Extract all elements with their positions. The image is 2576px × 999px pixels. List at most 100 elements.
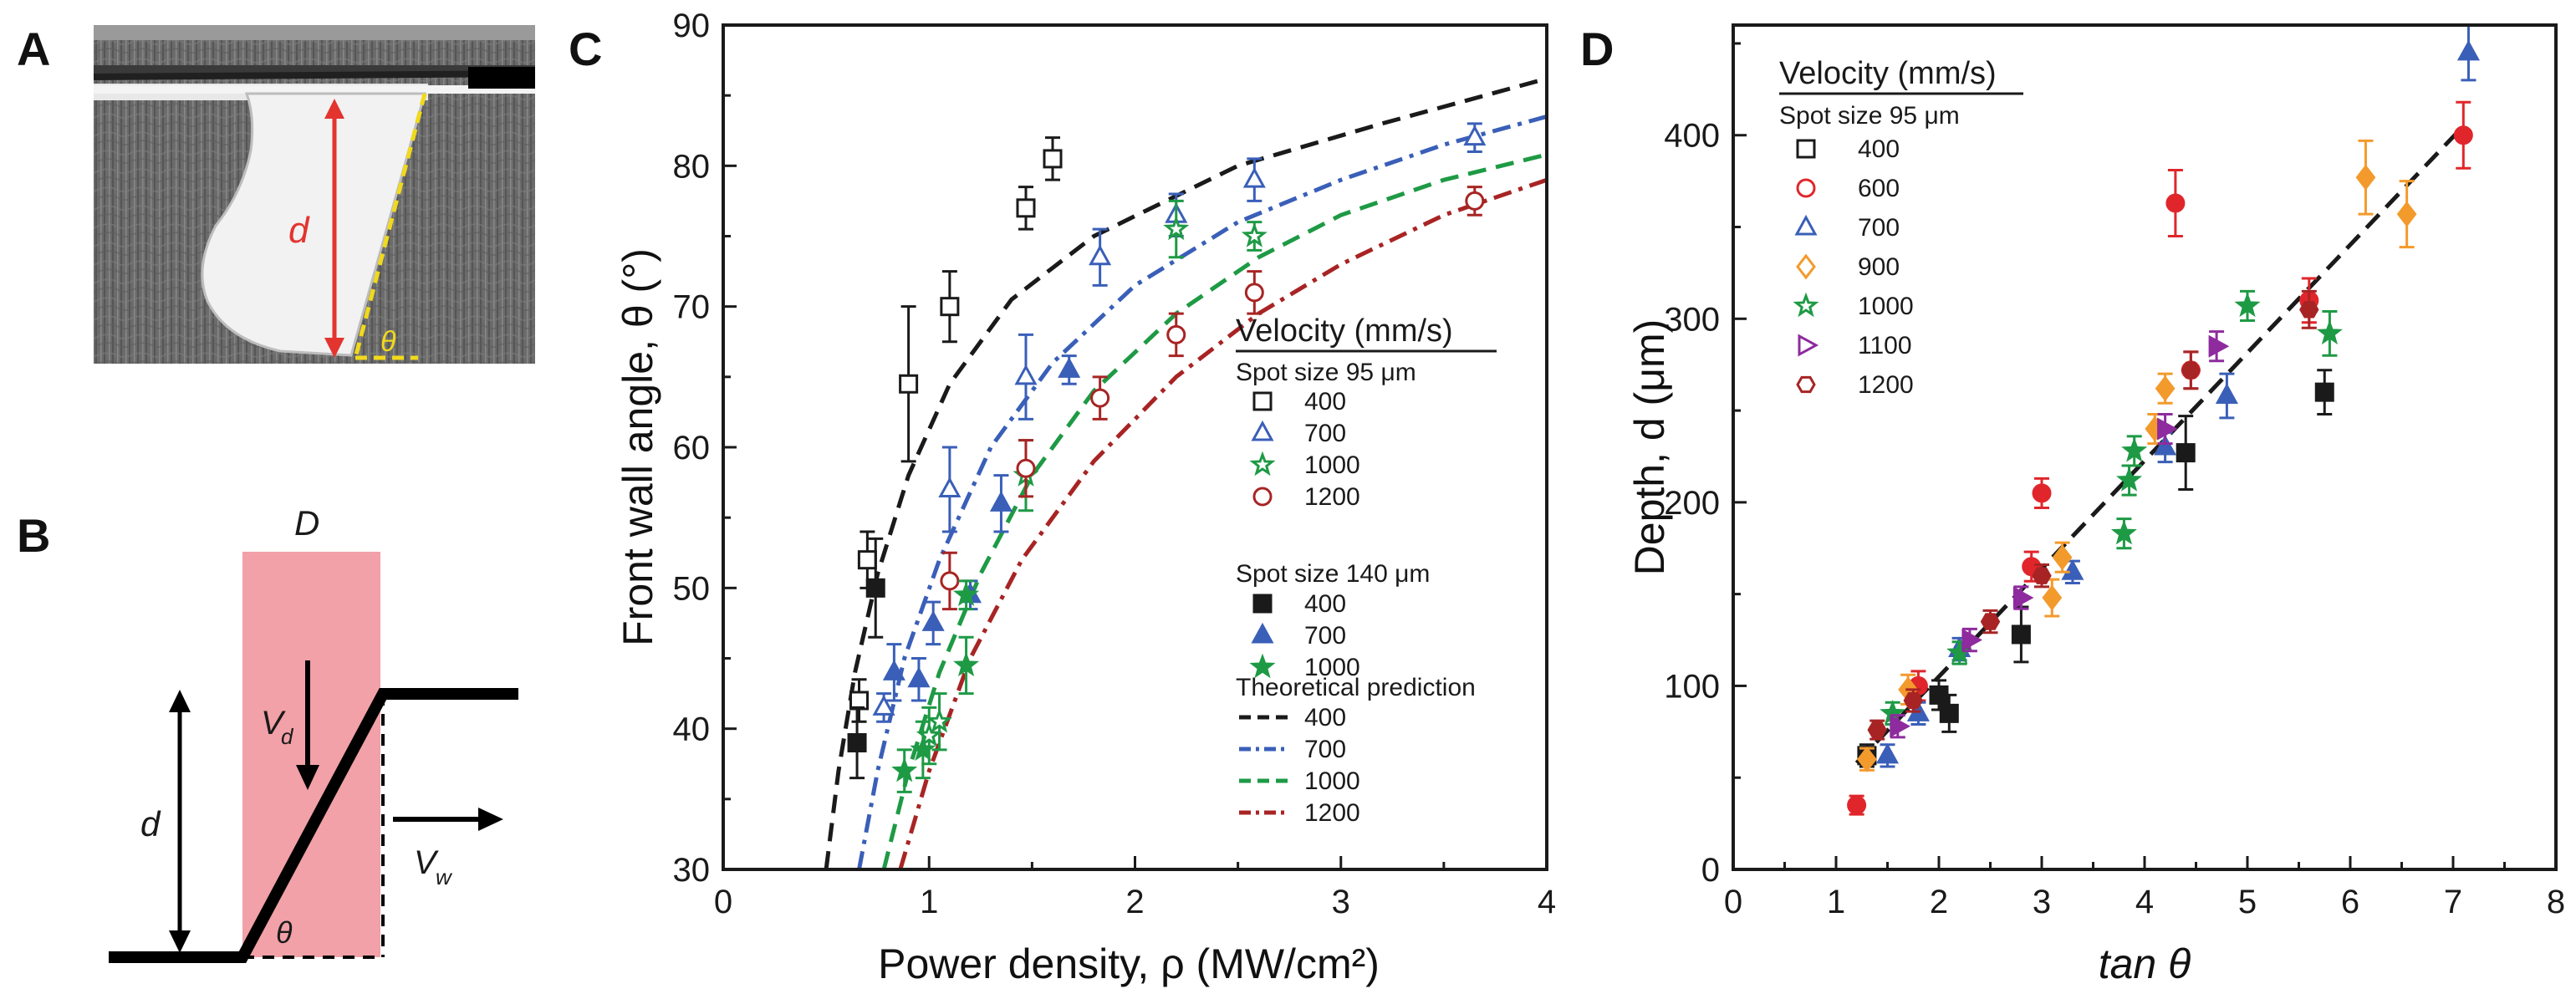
- panel-d-ytick-label: 100: [1664, 668, 1720, 705]
- panel-d-legend: Velocity (mm/s) Spot size 95 μm 400 600 70…: [1779, 56, 2023, 399]
- panel-d-legend-label: 600: [1858, 175, 1900, 202]
- panel-c-point: [891, 757, 918, 782]
- panel-c-axes: 0 1 2 3 4 30 40 50 60 70 80 90: [673, 8, 1557, 920]
- panel-d-axes: 0 1 2 3 4 5 6 7 8 0 100 200 300 400: [1664, 42, 2565, 920]
- panel-d-xtick-label: 5: [2238, 884, 2257, 920]
- panel-d-point: [1903, 691, 1923, 710]
- panel-c-point: [1465, 191, 1485, 211]
- panel-c-point: [921, 610, 945, 631]
- panel-c-ylabel: Front wall angle, θ (°): [615, 248, 661, 646]
- panel-d-point: [2032, 567, 2052, 584]
- panel-d-xtick-label: 1: [1827, 884, 1845, 920]
- panel-d-xtick-label: 8: [2547, 884, 2565, 920]
- panel-c-point: [865, 578, 885, 598]
- panel-d-ytick-label: 400: [1664, 118, 1720, 155]
- panel-d-point: [2314, 382, 2334, 402]
- panel-c-ytick-label: 30: [673, 852, 711, 889]
- panel-c-series-700-95um: [872, 122, 1487, 723]
- panel-d-series-1000: [1880, 289, 2343, 726]
- panel-c-point: [940, 571, 960, 591]
- panel-d-legend-marker: [1796, 178, 1816, 198]
- panel-d-point: [2316, 319, 2343, 345]
- panel-c-legend-group1: Spot size 95 μm: [1236, 359, 1416, 386]
- panel-c-legend-marker: [1251, 420, 1274, 441]
- panel-d-point: [2215, 383, 2238, 405]
- panel-c-legend-label: 400: [1304, 388, 1346, 415]
- panel-c-ytick-label: 80: [673, 148, 711, 185]
- panel-c-point: [899, 374, 919, 394]
- panel-d-point: [2157, 417, 2178, 441]
- panel-d-point: [2176, 443, 2196, 463]
- panel-d-point: [2061, 559, 2084, 580]
- panel-c-point: [872, 695, 895, 716]
- panel-b-label-vw: V: [414, 844, 439, 881]
- panel-c-point: [1089, 244, 1112, 266]
- panel-d-point: [1875, 742, 1900, 764]
- panel-c-legend-items: 400 700 1000 1200 400 700 1000 400 700 1000 1200: [1239, 388, 1360, 827]
- panel-c-legend-marker: [1251, 622, 1274, 644]
- panel-c-legend-label: 700: [1304, 420, 1346, 447]
- panel-c-ytick-label: 50: [673, 570, 711, 607]
- panel-d-xtick-label: 0: [1724, 884, 1742, 920]
- panel-d-legend-label: 700: [1858, 214, 1900, 242]
- panel-d-legend-marker: [1793, 292, 1819, 318]
- panel-c-points: [847, 122, 1487, 793]
- panel-b-label-vd: V: [261, 705, 286, 742]
- panel-c-point: [1043, 149, 1063, 169]
- panel-c-legend-label: 700: [1304, 736, 1346, 763]
- panel-c-legend-label: 1000: [1304, 654, 1360, 681]
- panel-d-letter: D: [1580, 23, 1614, 75]
- panel-a: A d θ: [17, 23, 536, 364]
- panel-c-legend-label: 1000: [1304, 451, 1360, 479]
- panel-d-legend-title: Velocity (mm/s): [1779, 56, 1997, 91]
- panel-c: C 0 1 2 3 4 30 40 50 60 70 80 90 Power density, ρ (…: [569, 8, 1556, 987]
- panel-d-legend-group1: Spot size 95 μm: [1779, 102, 1960, 130]
- panel-d-point: [2208, 334, 2230, 358]
- panel-d-point: [2032, 483, 2052, 503]
- panel-c-point: [1242, 167, 1266, 188]
- panel-d-point: [2042, 584, 2063, 611]
- panel-a-letter: A: [17, 23, 50, 75]
- panel-c-point: [1463, 125, 1487, 146]
- panel-c-point: [989, 491, 1013, 512]
- panel-d-point: [2052, 544, 2073, 571]
- panel-d-legend-label: 1000: [1858, 293, 1914, 320]
- panel-c-theory-curve-700: [857, 114, 1548, 870]
- panel-d-xtick-label: 3: [2033, 884, 2051, 920]
- panel-c-point: [1016, 458, 1036, 478]
- panel-c-legend-label: 400: [1304, 590, 1346, 618]
- panel-c-point: [940, 297, 960, 317]
- panel-b-label-d: d: [140, 804, 161, 844]
- panel-c-point: [1241, 222, 1268, 247]
- panel-c-series-400-140um: [847, 537, 885, 780]
- panel-d-legend-items: 400 600 700 900 1000 1100 1200: [1793, 135, 1914, 399]
- panel-d-xlabel: tan θ: [2099, 940, 2191, 987]
- panel-c-letter: C: [569, 23, 602, 75]
- panel-c-legend-marker: [1252, 391, 1273, 411]
- panel-d-point: [1867, 721, 1887, 739]
- panel-b-laser-beam: [242, 552, 380, 957]
- panel-c-point: [1090, 388, 1110, 408]
- panel-d-xtick-label: 6: [2341, 884, 2359, 920]
- panel-d-point: [2155, 375, 2176, 402]
- panel-c-point: [857, 550, 877, 570]
- panel-c-legend-label: 700: [1304, 622, 1346, 650]
- panel-c-legend-marker: [1252, 487, 1273, 507]
- panel-d-point: [1857, 746, 1877, 772]
- panel-c-legend-marker: [1249, 653, 1276, 679]
- panel-d-legend-marker: [1794, 214, 1818, 236]
- panel-b-label-theta: θ: [276, 915, 293, 950]
- panel-d-legend-label: 400: [1858, 135, 1900, 163]
- panel-d-point: [1980, 613, 2001, 630]
- panel-c-point: [1014, 364, 1038, 385]
- panel-c-ytick-label: 90: [673, 8, 711, 44]
- panel-d-ytick-label: 200: [1664, 485, 1720, 522]
- panel-c-ytick-label: 40: [673, 711, 711, 748]
- panel-c-series-1200-95um: [940, 186, 1485, 611]
- panel-b-label-vw-sub: w: [436, 864, 453, 889]
- panel-c-point: [910, 736, 936, 762]
- panel-c-point: [953, 651, 980, 677]
- panel-d-legend-label: 1100: [1858, 332, 1912, 359]
- panel-a-label-d: d: [288, 210, 310, 251]
- panel-c-legend-group3: Theoretical prediction: [1236, 674, 1476, 701]
